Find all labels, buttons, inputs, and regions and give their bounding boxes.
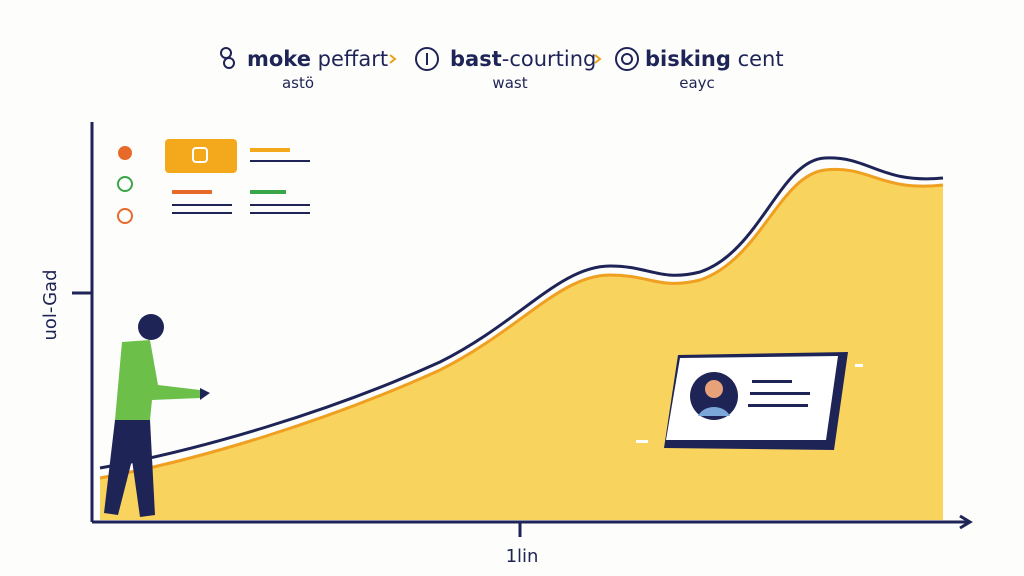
axis: [72, 122, 973, 537]
area: [100, 169, 943, 520]
step-sub: eayc: [679, 74, 715, 92]
step-sub: astö: [282, 74, 314, 92]
curve: [99, 156, 944, 470]
step-label: bisking cent: [645, 47, 784, 71]
legend-panel: [117, 139, 310, 224]
person: [104, 314, 210, 517]
profile-card: [636, 352, 863, 450]
step-rest: cent: [731, 47, 784, 71]
step-rest: peffart: [311, 47, 388, 71]
step-bold: moke: [247, 47, 311, 71]
step-bold: bisking: [645, 47, 731, 71]
y-axis-label: uol-Gad: [40, 270, 61, 341]
step-icon: [220, 47, 639, 71]
step-sub: wast: [492, 74, 527, 92]
step-separator: [389, 54, 602, 64]
step-label: moke peffart: [247, 47, 388, 71]
step-label: bast-courting: [450, 47, 596, 71]
x-axis-label: 1lin: [506, 546, 539, 567]
step-bold: bast: [450, 47, 502, 71]
step-rest: -courting: [502, 47, 597, 71]
area-edge: [99, 167, 944, 480]
